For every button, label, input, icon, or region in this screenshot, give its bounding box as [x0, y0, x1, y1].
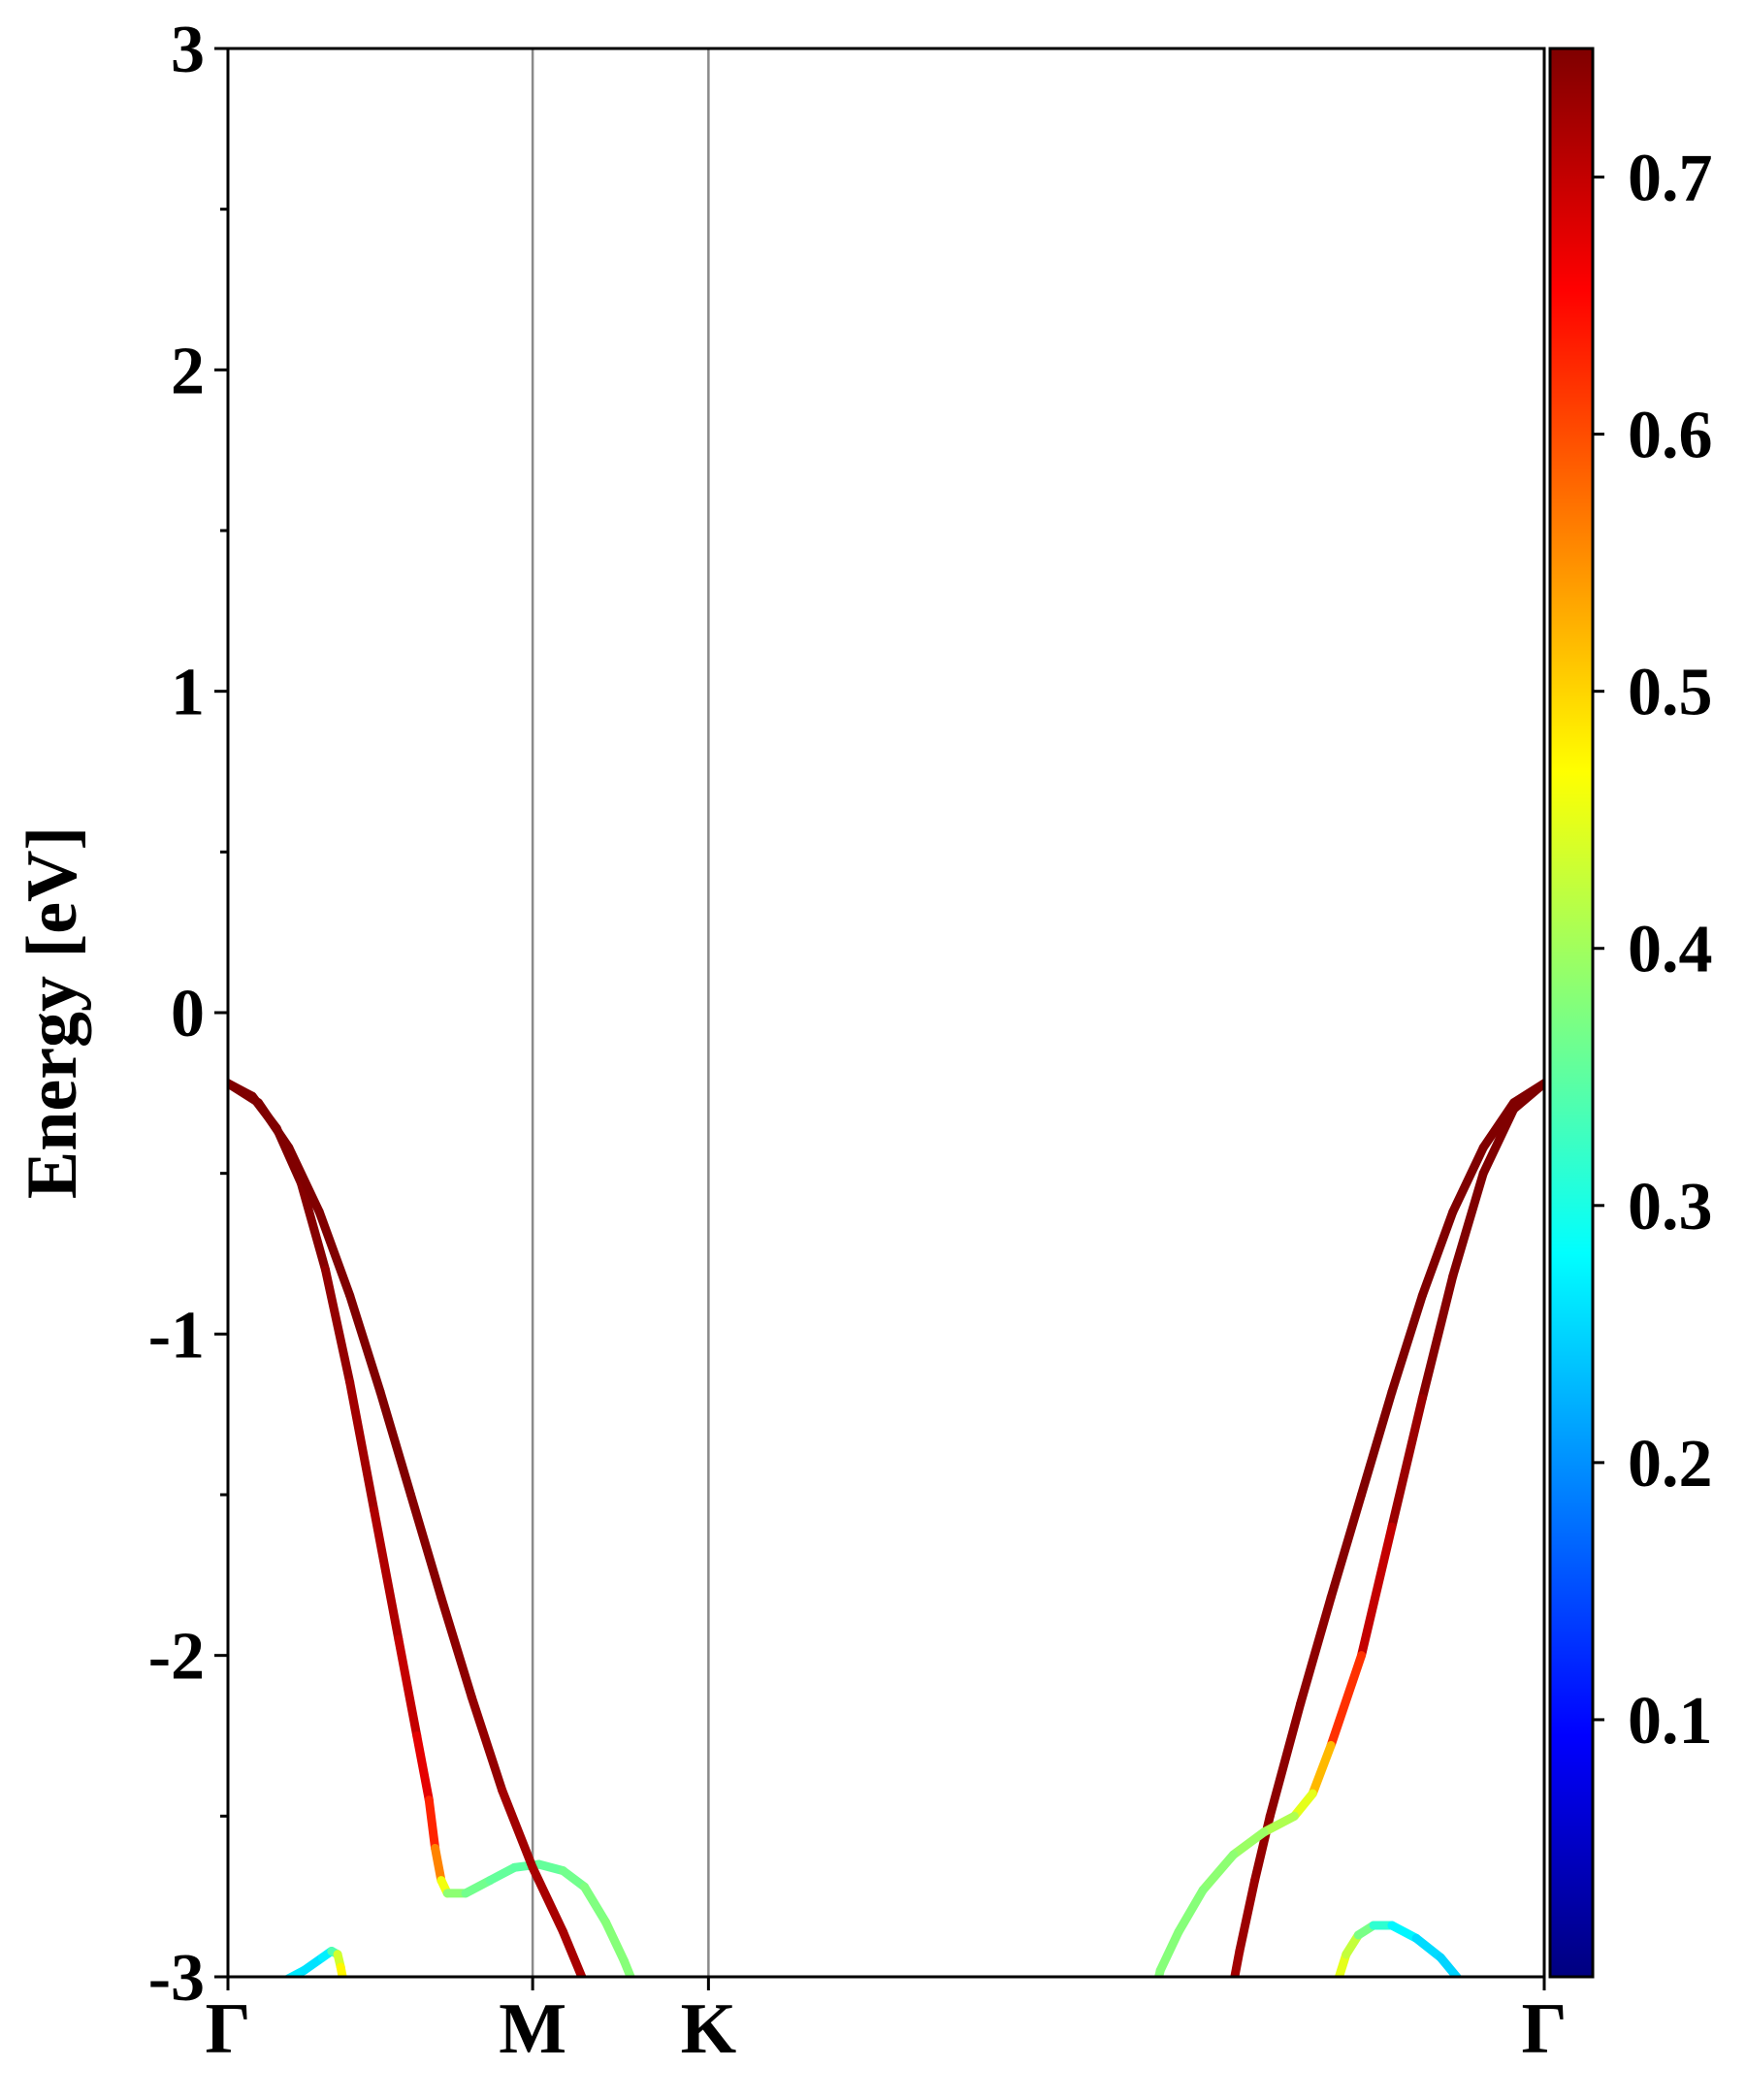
band-segment — [1230, 1946, 1245, 1977]
band-segment — [314, 1207, 355, 1301]
colorbar-tick-label: 0.6 — [1628, 399, 1713, 473]
band-segment — [282, 1965, 309, 1977]
colorbar-gradient — [1548, 47, 1595, 1979]
band-series — [228, 1079, 587, 1977]
band-segment — [1308, 1740, 1336, 1798]
band-segment — [1417, 1207, 1458, 1301]
band-segment — [424, 1795, 440, 1853]
band-segment — [405, 1490, 446, 1602]
kpath-divider-lines — [531, 48, 710, 1977]
band-segment — [1155, 1927, 1183, 1975]
band-segment — [1235, 1876, 1260, 1955]
colorbar-tick-label: 0.4 — [1628, 913, 1713, 987]
band-segment — [1417, 1272, 1458, 1404]
band-segment — [559, 1927, 587, 1977]
band-segment — [1296, 1593, 1336, 1708]
band-series — [282, 1946, 347, 1977]
band-segment — [1357, 1522, 1397, 1661]
band-segment — [580, 1882, 611, 1927]
kpoint-label: M — [499, 1989, 566, 2069]
band-segment — [1509, 1079, 1544, 1114]
band-segment — [1229, 1827, 1269, 1859]
kpoint-label: Γ — [1521, 1989, 1567, 2069]
colorbar-tick-label: 0.2 — [1628, 1427, 1713, 1502]
band-segment — [1448, 1169, 1488, 1281]
band-segment — [1478, 1104, 1519, 1179]
colorbar-tick-label: 0.5 — [1628, 656, 1713, 730]
band-segment — [619, 1955, 635, 1977]
band-segment — [467, 1693, 507, 1795]
colorbar: 0.1 0.2 0.3 0.4 0.5 0.6 0.7 — [1548, 47, 1713, 1979]
y-tick-label: -1 — [148, 1298, 205, 1373]
band-segment — [1387, 1921, 1421, 1943]
band-segment — [336, 1962, 347, 1977]
band-segment — [1174, 1886, 1208, 1937]
band-segment — [1326, 1651, 1367, 1750]
y-tick-label: 3 — [171, 13, 205, 87]
colorbar-tick-label: 0.7 — [1628, 142, 1713, 216]
band-segment — [284, 1143, 324, 1216]
band-segment — [1289, 1789, 1317, 1821]
band-segment — [1154, 1965, 1165, 1977]
band-segment — [1436, 1953, 1463, 1977]
y-tick-label: -2 — [148, 1620, 205, 1695]
colorbar-ticks: 0.1 0.2 0.3 0.4 0.5 0.6 0.7 — [1593, 142, 1713, 1759]
band-segment — [1387, 1394, 1427, 1532]
band-segment — [498, 1786, 537, 1872]
band-segment — [345, 1291, 385, 1397]
band-segment — [296, 1179, 331, 1275]
band-series — [1334, 1921, 1463, 1977]
y-tick-label: -3 — [148, 1941, 205, 2016]
band-segment — [375, 1387, 415, 1500]
kpoint-label: K — [681, 1989, 737, 2069]
band-segment — [394, 1634, 422, 1740]
y-axis-label: Energy [eV] — [13, 826, 92, 1199]
band-segment — [431, 1843, 446, 1886]
band-segment — [1411, 1933, 1445, 1962]
y-axis: 3 2 1 0 -1 -2 -3 — [148, 13, 228, 2016]
band-segment — [228, 1079, 263, 1108]
band-segment — [436, 1593, 476, 1702]
band-segment — [1326, 1490, 1367, 1602]
band-series — [1154, 1079, 1544, 1977]
band-segment — [253, 1098, 294, 1152]
band-segment — [1265, 1698, 1306, 1821]
band-segment — [461, 1876, 495, 1898]
band-segment — [1357, 1387, 1397, 1500]
y-tick-label: 2 — [171, 334, 205, 408]
y-tick-label: 0 — [171, 977, 205, 1051]
band-segment — [1334, 1950, 1351, 1977]
band-segment — [370, 1506, 404, 1644]
band-segment — [1198, 1850, 1239, 1895]
band-segment — [485, 1862, 519, 1886]
band-segment — [1259, 1811, 1299, 1837]
band-curves — [228, 1079, 1544, 1977]
band-segment — [321, 1265, 355, 1387]
band-segment — [1448, 1143, 1488, 1216]
band-series — [228, 1079, 635, 1977]
band-segment — [345, 1377, 379, 1516]
colorbar-tick-label: 0.1 — [1628, 1684, 1713, 1759]
band-segment — [1387, 1291, 1427, 1397]
y-tick-label: 1 — [171, 656, 205, 730]
band-segment — [559, 1866, 590, 1891]
band-segment — [412, 1731, 434, 1805]
band-segment — [601, 1918, 629, 1965]
band-segment — [528, 1862, 568, 1937]
colorbar-tick-label: 0.3 — [1628, 1170, 1713, 1244]
kpoint-label: Γ — [205, 1989, 250, 2069]
